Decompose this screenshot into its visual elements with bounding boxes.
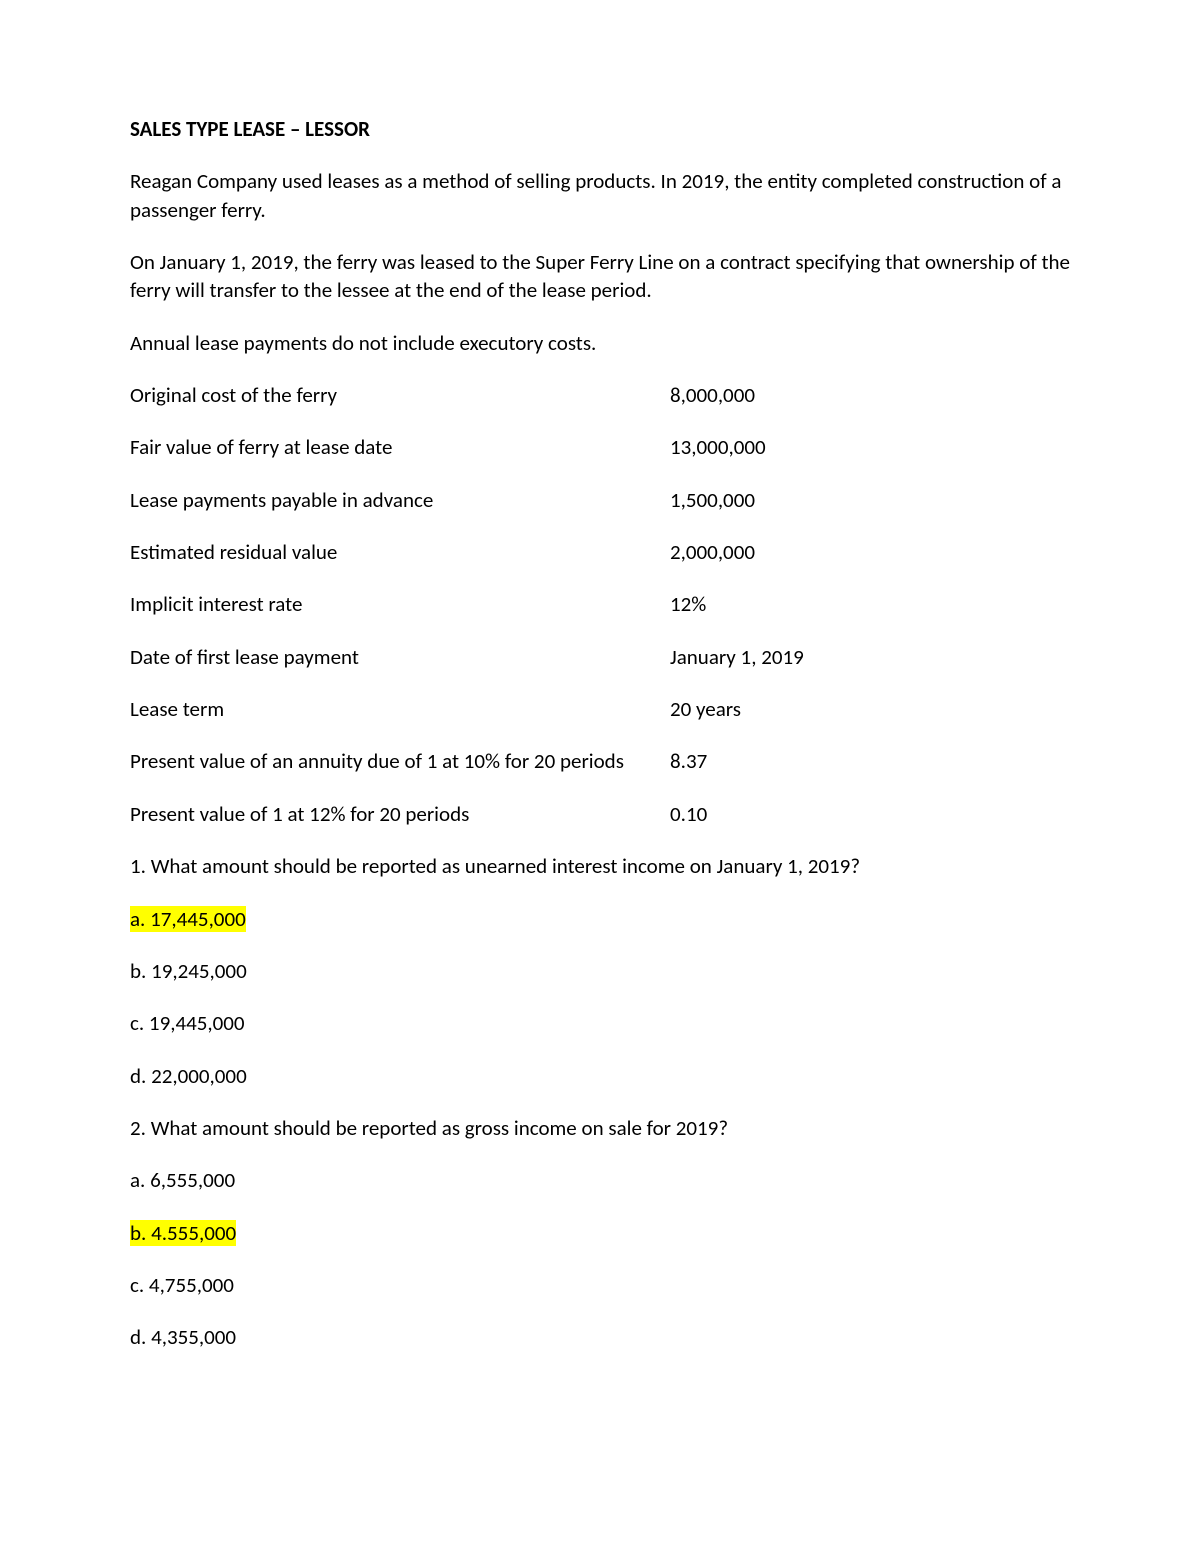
answer-option: a. 6,555,000 <box>130 1166 1070 1194</box>
paragraph-3: Annual lease payments do not include exe… <box>130 329 1070 357</box>
data-label: Lease payments payable in advance <box>130 486 670 514</box>
data-row: Lease term 20 years <box>130 695 1070 723</box>
data-row: Lease payments payable in advance 1,500,… <box>130 486 1070 514</box>
answer-option: c. 4,755,000 <box>130 1271 1070 1299</box>
answer-option: a. 17,445,000 <box>130 905 1070 933</box>
data-label: Implicit interest rate <box>130 590 670 618</box>
document-page: SALES TYPE LEASE – LESSOR Reagan Company… <box>0 0 1200 1553</box>
data-value: 1,500,000 <box>670 486 1070 514</box>
data-value: 2,000,000 <box>670 538 1070 566</box>
data-value: 20 years <box>670 695 1070 723</box>
data-row: Present value of 1 at 12% for 20 periods… <box>130 800 1070 828</box>
data-label: Lease term <box>130 695 670 723</box>
data-value: 12% <box>670 590 1070 618</box>
answer-option: b. 19,245,000 <box>130 957 1070 985</box>
data-value: January 1, 2019 <box>670 643 1070 671</box>
data-label: Estimated residual value <box>130 538 670 566</box>
answer-option: d. 22,000,000 <box>130 1062 1070 1090</box>
data-row: Present value of an annuity due of 1 at … <box>130 747 1070 775</box>
answer-option: d. 4,355,000 <box>130 1323 1070 1351</box>
data-row: Original cost of the ferry 8,000,000 <box>130 381 1070 409</box>
answer-option: c. 19,445,000 <box>130 1009 1070 1037</box>
data-label: Date of first lease payment <box>130 643 670 671</box>
data-label: Fair value of ferry at lease date <box>130 433 670 461</box>
data-row: Implicit interest rate 12% <box>130 590 1070 618</box>
data-value: 8.37 <box>670 747 1070 775</box>
data-value: 0.10 <box>670 800 1070 828</box>
data-value: 8,000,000 <box>670 381 1070 409</box>
data-label: Original cost of the ferry <box>130 381 670 409</box>
answer-option: b. 4.555,000 <box>130 1219 1070 1247</box>
data-label: Present value of an annuity due of 1 at … <box>130 747 670 775</box>
data-row: Date of first lease payment January 1, 2… <box>130 643 1070 671</box>
paragraph-1: Reagan Company used leases as a method o… <box>130 167 1070 224</box>
data-value: 13,000,000 <box>670 433 1070 461</box>
paragraph-2: On January 1, 2019, the ferry was leased… <box>130 248 1070 305</box>
data-row: Estimated residual value 2,000,000 <box>130 538 1070 566</box>
question-text: 2. What amount should be reported as gro… <box>130 1114 1070 1142</box>
data-label: Present value of 1 at 12% for 20 periods <box>130 800 670 828</box>
question-text: 1. What amount should be reported as une… <box>130 852 1070 880</box>
data-row: Fair value of ferry at lease date 13,000… <box>130 433 1070 461</box>
document-title: SALES TYPE LEASE – LESSOR <box>130 115 1070 143</box>
highlighted-answer: b. 4.555,000 <box>130 1220 236 1246</box>
highlighted-answer: a. 17,445,000 <box>130 906 246 932</box>
